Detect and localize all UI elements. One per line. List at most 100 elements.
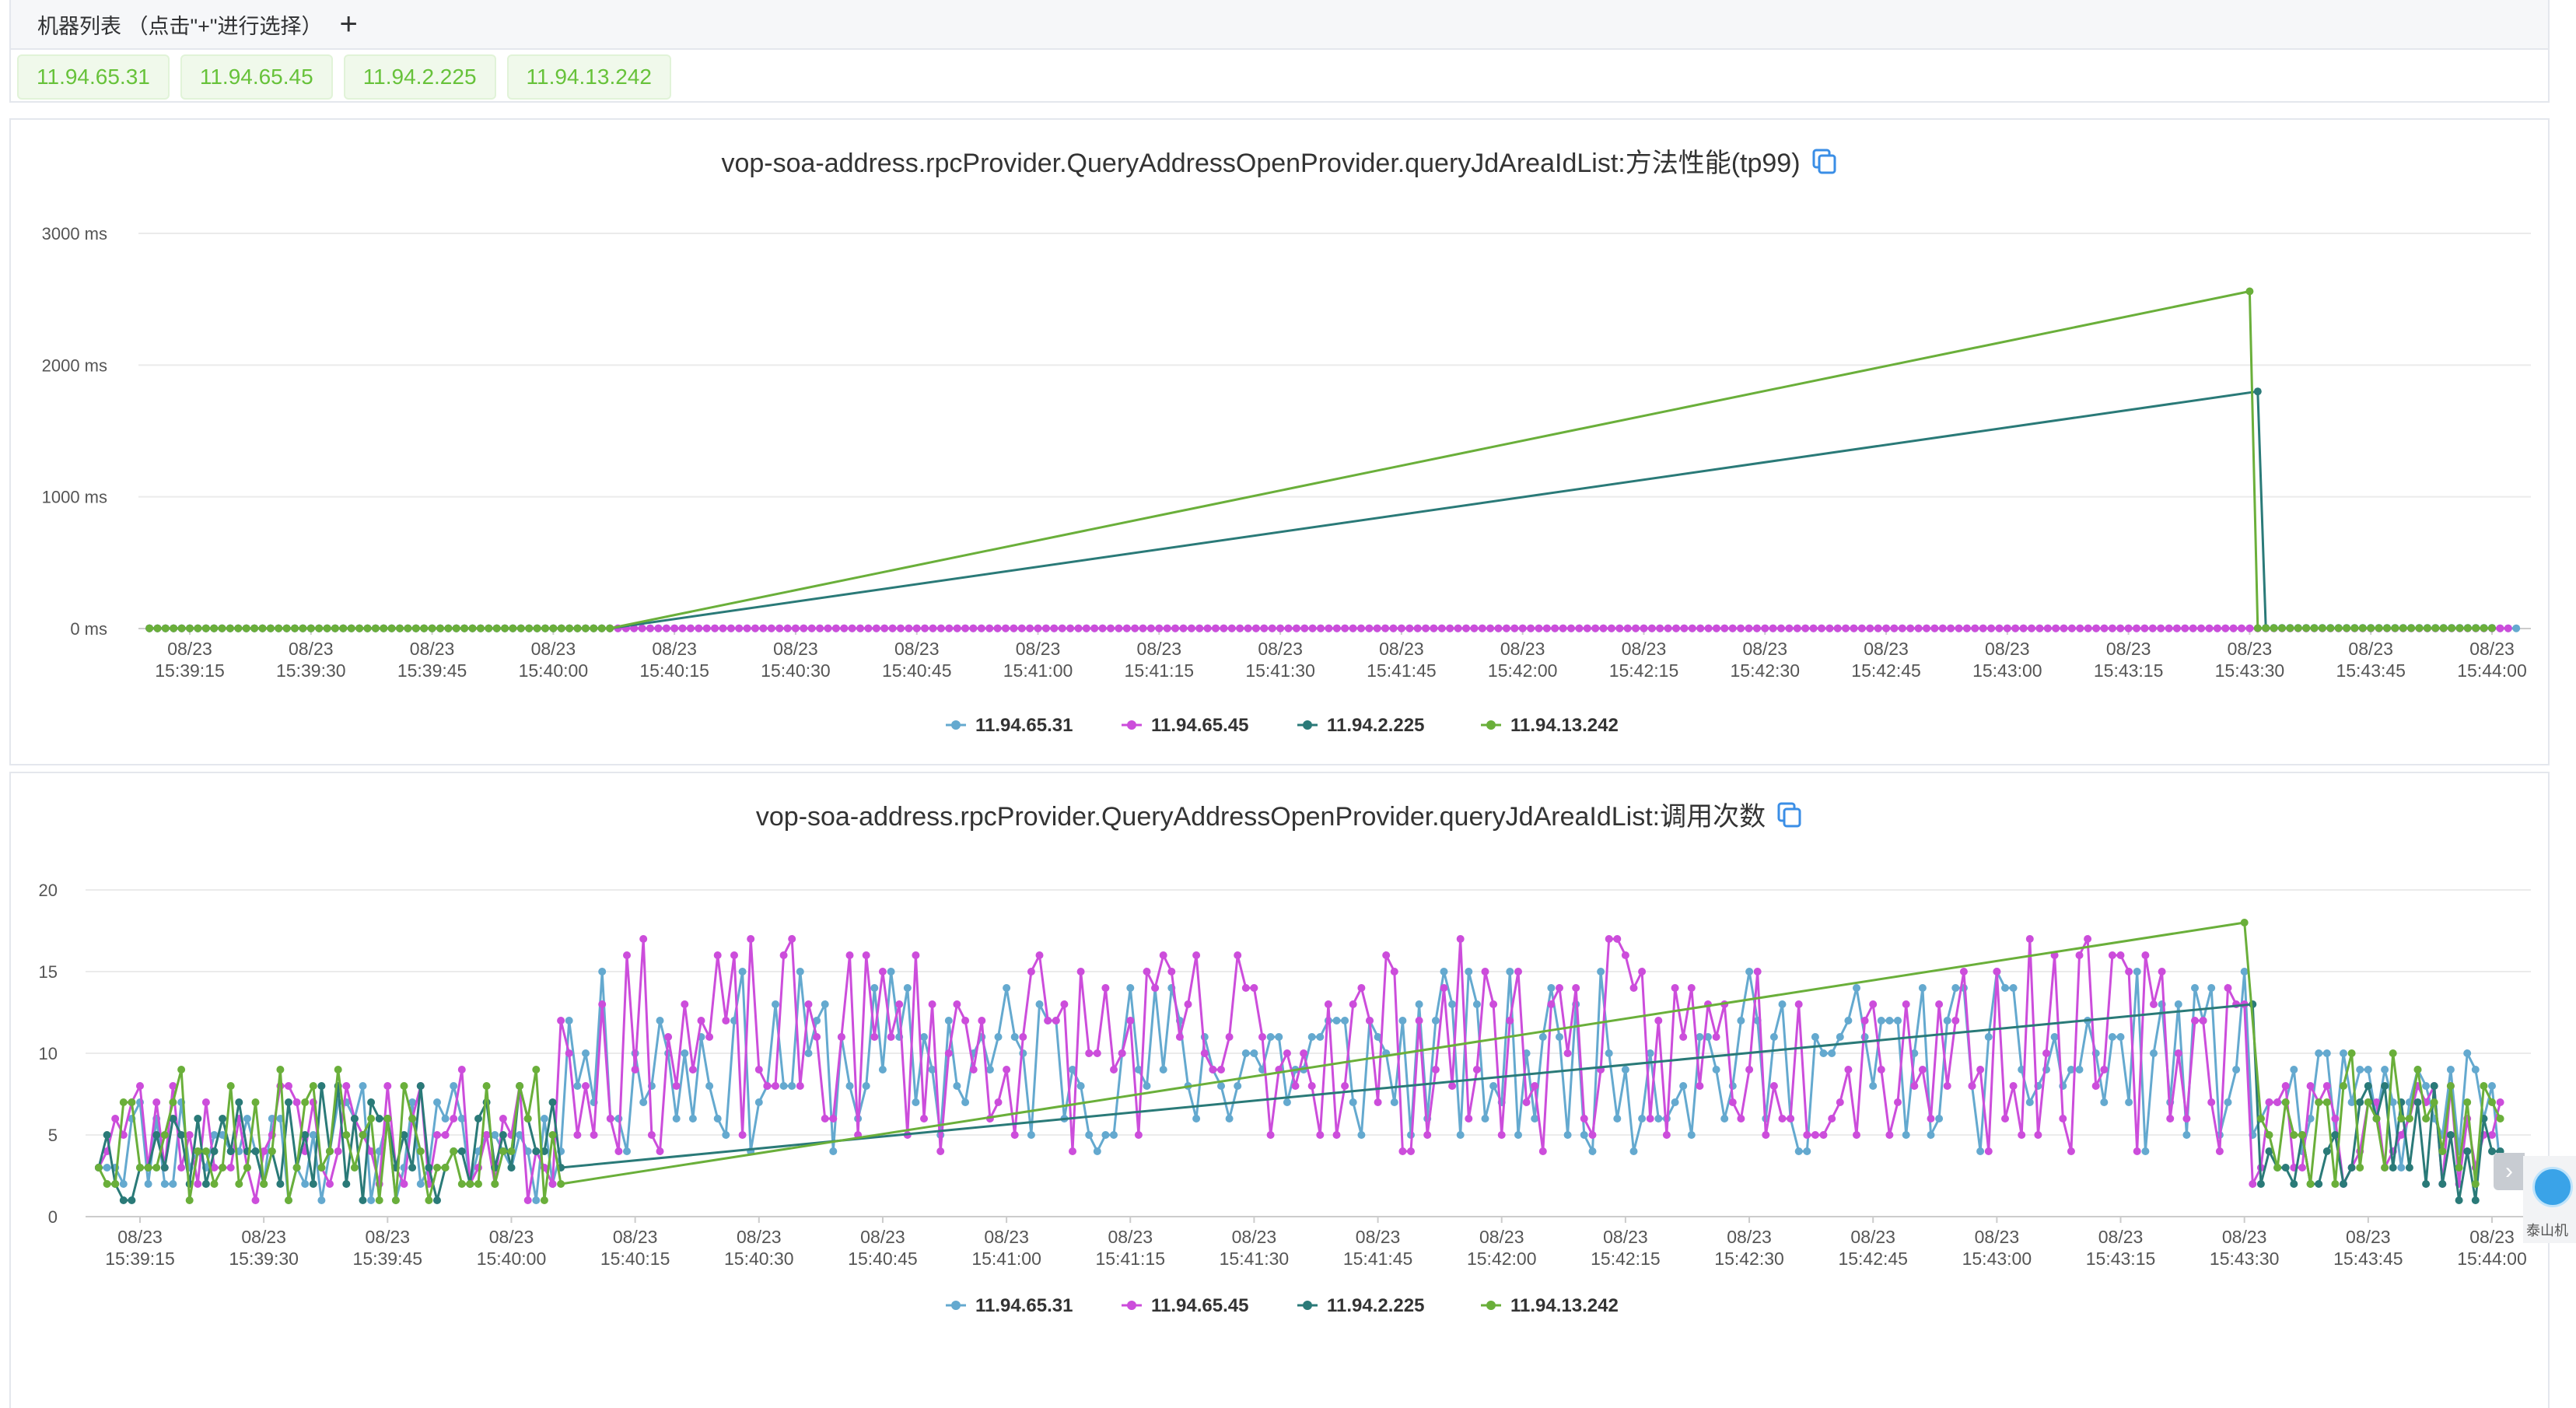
x-tick-label: 15:42:15 bbox=[1591, 1249, 1661, 1269]
data-point bbox=[2042, 1049, 2050, 1057]
copy-icon[interactable] bbox=[1776, 801, 1803, 828]
data-point bbox=[301, 1098, 310, 1106]
call-count-chart[interactable]: 0510152008/2315:39:1508/2315:39:3008/231… bbox=[11, 773, 2548, 1408]
data-point bbox=[2331, 1131, 2340, 1139]
data-point bbox=[317, 1082, 326, 1090]
data-point bbox=[928, 1000, 936, 1008]
data-point bbox=[416, 1180, 425, 1188]
data-point bbox=[1672, 624, 1680, 632]
data-point bbox=[251, 1147, 260, 1155]
data-point bbox=[2496, 1115, 2504, 1123]
data-point bbox=[2253, 387, 2262, 396]
data-point bbox=[1679, 1033, 1688, 1041]
assistant-avatar-icon[interactable] bbox=[2532, 1167, 2573, 1207]
data-point bbox=[726, 624, 735, 632]
data-point bbox=[441, 1164, 450, 1172]
data-point bbox=[2133, 624, 2140, 632]
data-point bbox=[1809, 624, 1818, 632]
data-point bbox=[711, 624, 719, 632]
data-point bbox=[953, 624, 961, 632]
data-point bbox=[285, 1098, 292, 1106]
data-point bbox=[791, 624, 800, 632]
data-point bbox=[2413, 1066, 2422, 1074]
data-point bbox=[201, 624, 210, 632]
data-point bbox=[2286, 624, 2294, 632]
add-machine-button[interactable]: + bbox=[339, 7, 358, 41]
data-point bbox=[2150, 1049, 2158, 1057]
data-point bbox=[499, 1131, 507, 1139]
data-point bbox=[250, 624, 259, 632]
data-point bbox=[466, 1180, 474, 1188]
data-point bbox=[136, 1164, 144, 1172]
data-point bbox=[1551, 624, 1559, 632]
data-point bbox=[2438, 1147, 2447, 1155]
data-point bbox=[1794, 1000, 1803, 1008]
data-point bbox=[1902, 1000, 1910, 1008]
data-point bbox=[1175, 1033, 1184, 1041]
data-point bbox=[1613, 1115, 1622, 1123]
data-point bbox=[359, 1131, 367, 1139]
data-point bbox=[1930, 624, 1939, 632]
x-tick-label: 08/23 bbox=[860, 1227, 905, 1247]
x-tick-label: 08/23 bbox=[117, 1227, 163, 1247]
data-point bbox=[1472, 1000, 1481, 1008]
assistant-widget[interactable]: 泰山机 bbox=[2523, 1156, 2576, 1243]
legend-label: 11.94.13.242 bbox=[1510, 1295, 1619, 1316]
data-point bbox=[1139, 624, 1147, 632]
data-point bbox=[1010, 1131, 1019, 1139]
data-point bbox=[1927, 1115, 1935, 1123]
data-point bbox=[482, 1082, 491, 1090]
data-point bbox=[2025, 1098, 2034, 1106]
x-tick-label: 08/23 bbox=[984, 1227, 1029, 1247]
data-point bbox=[1143, 968, 1151, 975]
data-point bbox=[1448, 1082, 1457, 1090]
machine-tag[interactable]: 11.94.2.225 bbox=[343, 54, 496, 100]
data-point bbox=[119, 1180, 128, 1188]
data-point bbox=[754, 1098, 763, 1106]
data-point bbox=[1647, 624, 1656, 632]
legend-label: 11.94.13.242 bbox=[1510, 715, 1619, 736]
data-point bbox=[672, 1115, 681, 1123]
data-point bbox=[525, 624, 534, 632]
data-point bbox=[1217, 1082, 1225, 1090]
data-point bbox=[953, 1082, 961, 1090]
x-tick-label: 08/23 bbox=[1985, 639, 2030, 659]
data-point bbox=[1737, 624, 1745, 632]
data-point bbox=[688, 1115, 697, 1123]
data-point bbox=[2455, 1164, 2463, 1172]
data-point bbox=[2364, 1066, 2372, 1074]
data-point bbox=[457, 1147, 466, 1155]
copy-icon[interactable] bbox=[1811, 148, 1838, 174]
data-point bbox=[2191, 1017, 2199, 1024]
data-point bbox=[2265, 1131, 2273, 1139]
machine-tag[interactable]: 11.94.65.45 bbox=[180, 54, 333, 100]
data-point bbox=[1623, 624, 1632, 632]
data-point bbox=[260, 1147, 268, 1155]
side-collapse-arrow[interactable]: › bbox=[2494, 1153, 2525, 1190]
y-tick-label: 10 bbox=[39, 1044, 58, 1063]
machine-tag[interactable]: 11.94.13.242 bbox=[506, 54, 671, 100]
data-point bbox=[523, 1115, 532, 1123]
data-point bbox=[2108, 1033, 2116, 1041]
data-point bbox=[713, 951, 722, 959]
data-point bbox=[2205, 624, 2214, 632]
data-point bbox=[1465, 1115, 1473, 1123]
data-point bbox=[1869, 1082, 1878, 1090]
data-point bbox=[1866, 624, 1874, 632]
data-point bbox=[1506, 968, 1514, 975]
data-point bbox=[548, 1180, 557, 1188]
data-point bbox=[631, 1066, 639, 1074]
x-tick-label: 15:40:30 bbox=[724, 1249, 794, 1269]
data-point bbox=[275, 624, 283, 632]
data-point bbox=[880, 624, 889, 632]
data-point bbox=[1258, 1033, 1266, 1041]
data-point bbox=[428, 624, 436, 632]
data-point bbox=[1236, 624, 1244, 632]
data-point bbox=[1155, 624, 1164, 632]
data-point bbox=[993, 624, 1002, 632]
x-tick-label: 15:41:45 bbox=[1367, 660, 1437, 681]
data-point bbox=[1518, 624, 1527, 632]
data-point bbox=[2043, 624, 2052, 632]
machine-tag[interactable]: 11.94.65.31 bbox=[17, 54, 170, 100]
